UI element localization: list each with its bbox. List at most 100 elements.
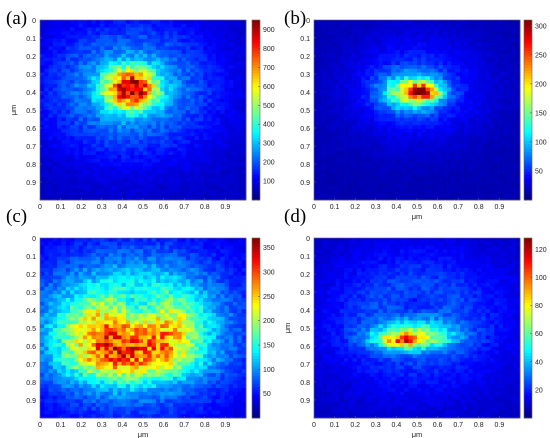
heatmap-cell [382, 177, 388, 182]
heatmap-cell [112, 113, 118, 118]
heatmap-cell [331, 132, 336, 137]
heatmap-cell [417, 57, 422, 62]
heatmap-cell [78, 181, 84, 186]
heatmap-cell [87, 31, 92, 36]
heatmap-cell [215, 61, 221, 66]
heatmap-cell [134, 23, 140, 28]
heatmap-cell [143, 38, 148, 43]
heatmap-cell [147, 185, 152, 190]
heatmap-cell [404, 125, 409, 130]
heatmap-cell [502, 121, 508, 126]
heatmap-cell [442, 35, 448, 40]
heatmap-cell [399, 61, 405, 66]
heatmap-cell [417, 72, 422, 77]
heatmap-cell [130, 110, 135, 115]
heatmap-cell [472, 46, 478, 51]
heatmap-cell [215, 151, 221, 156]
heatmap-cell [91, 132, 97, 137]
heatmap-cell [173, 188, 178, 193]
heatmap-cell [429, 35, 435, 40]
heatmap-cell [95, 35, 101, 40]
heatmap-cell [40, 102, 45, 107]
heatmap-cell [468, 162, 474, 167]
heatmap-cell [177, 106, 182, 111]
heatmap-cell [211, 113, 217, 118]
heatmap-cell [459, 106, 465, 111]
heatmap-cell [331, 177, 336, 182]
heatmap-cell [125, 98, 131, 103]
heatmap-cell [233, 162, 238, 167]
heatmap-cell [498, 125, 504, 130]
heatmap-cell [134, 20, 140, 25]
heatmap-cell [464, 140, 469, 145]
heatmap-cell [134, 151, 140, 156]
heatmap-cell [138, 188, 144, 193]
heatmap-cell [404, 23, 409, 28]
heatmap-cell [100, 102, 105, 107]
heatmap-cell [322, 87, 328, 92]
heatmap-cell [399, 185, 405, 190]
heatmap-cell [237, 57, 243, 62]
heatmap-cell [61, 87, 67, 92]
heatmap-cell [48, 241, 54, 246]
heatmap-cell [181, 68, 187, 73]
heatmap-cell [104, 106, 110, 111]
x-tick-label: 0.8 [474, 204, 484, 211]
heatmap-cell [318, 80, 323, 85]
heatmap-cell [429, 170, 435, 175]
heatmap-cell [369, 125, 375, 130]
heatmap-cell [117, 53, 122, 58]
heatmap-cell [425, 125, 431, 130]
heatmap-cell [194, 117, 200, 122]
heatmap-cell [104, 57, 110, 62]
heatmap-cell [455, 57, 461, 62]
heatmap-cell [78, 241, 84, 246]
heatmap-cell [143, 238, 148, 243]
heatmap-cell [361, 147, 366, 152]
heatmap-cell [134, 238, 140, 243]
heatmap-cell [134, 110, 140, 115]
heatmap-cell [164, 136, 170, 141]
heatmap-cell [177, 140, 182, 145]
heatmap-cell [215, 98, 221, 103]
heatmap-cell [464, 151, 469, 156]
heatmap-cell [108, 72, 114, 77]
heatmap-cell [151, 95, 157, 100]
heatmap-cell [322, 98, 328, 103]
heatmap-cell [151, 31, 157, 36]
heatmap-cell [391, 76, 396, 81]
heatmap-cell [455, 143, 461, 148]
heatmap-cell [237, 132, 243, 137]
heatmap-cell [151, 65, 157, 70]
heatmap-cell [168, 76, 174, 81]
heatmap-cell [472, 61, 478, 66]
heatmap-cell [374, 147, 379, 152]
heatmap-cell [87, 53, 92, 58]
heatmap-cell [87, 50, 92, 55]
heatmap-cell [215, 23, 221, 28]
heatmap-cell [502, 98, 508, 103]
heatmap-cell [241, 80, 247, 85]
heatmap-cell [181, 20, 187, 25]
heatmap-cell [177, 110, 182, 115]
heatmap-cell [203, 121, 208, 126]
heatmap-cell [130, 121, 135, 126]
heatmap-cell [100, 121, 105, 126]
heatmap-cell [48, 91, 54, 96]
heatmap-cell [314, 61, 319, 66]
heatmap-cell [511, 61, 517, 66]
heatmap-cell [108, 87, 114, 92]
colorbar-swatch [252, 22, 260, 27]
heatmap-cell [489, 87, 495, 92]
heatmap-cell [344, 117, 349, 122]
heatmap-cell [391, 38, 396, 43]
heatmap-cell [477, 143, 482, 148]
heatmap-cell [477, 76, 482, 81]
heatmap-cell [335, 68, 341, 73]
heatmap-cell [314, 91, 319, 96]
heatmap-cell [507, 147, 512, 152]
heatmap-cell [87, 72, 92, 77]
heatmap-cell [507, 27, 512, 32]
heatmap-cell [151, 87, 157, 92]
heatmap-cell [489, 83, 495, 88]
